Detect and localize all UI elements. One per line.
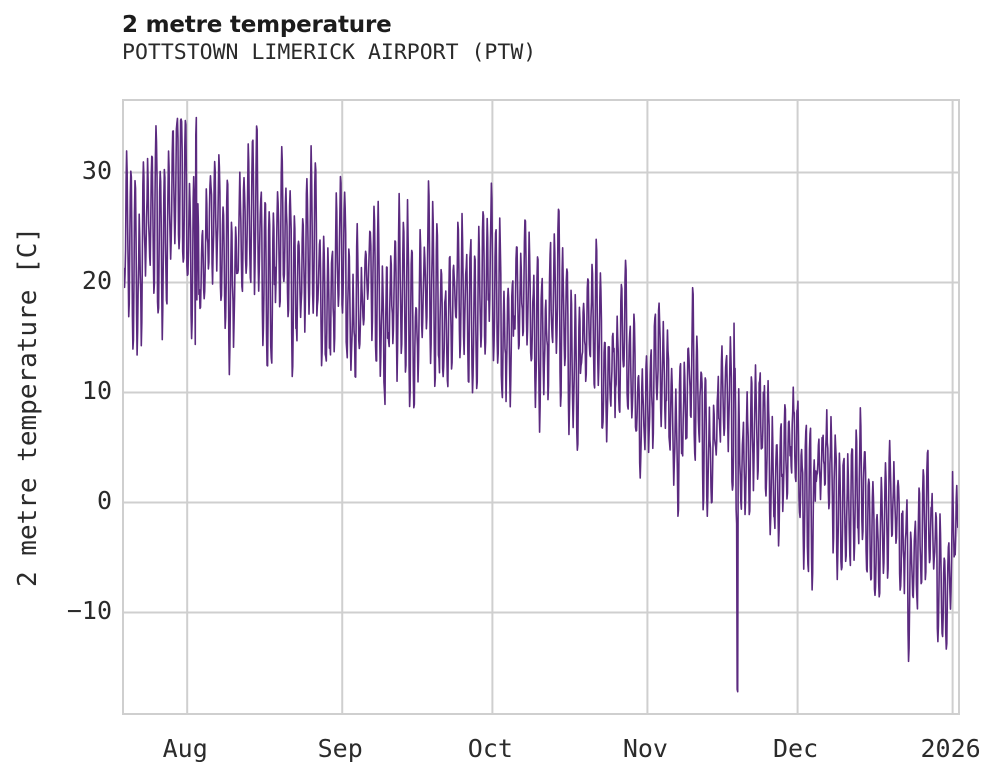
chart-subtitle: POTTSTOWN LIMERICK AIRPORT (PTW) — [122, 40, 537, 65]
x-tick-label: Oct — [467, 734, 513, 763]
plot-area — [122, 99, 960, 715]
x-tick-label: Aug — [162, 734, 208, 763]
y-tick-label: −10 — [66, 595, 112, 625]
plot-svg — [124, 101, 958, 713]
y-tick-label: 30 — [81, 155, 112, 185]
x-tick-label: 2026 — [920, 734, 981, 763]
title-block: 2 metre temperature POTTSTOWN LIMERICK A… — [122, 12, 942, 67]
temperature-series-line — [124, 116, 958, 693]
y-axis-ticks: −10 0 10 20 30 — [0, 0, 112, 782]
x-tick-label: Dec — [773, 734, 819, 763]
y-tick-label: 10 — [81, 375, 112, 405]
page-title: 2 metre temperature — [122, 12, 392, 38]
x-tick-label: Nov — [622, 734, 668, 763]
y-tick-label: 0 — [96, 485, 112, 515]
y-tick-label: 20 — [81, 265, 112, 295]
x-tick-label: Sep — [317, 734, 363, 763]
